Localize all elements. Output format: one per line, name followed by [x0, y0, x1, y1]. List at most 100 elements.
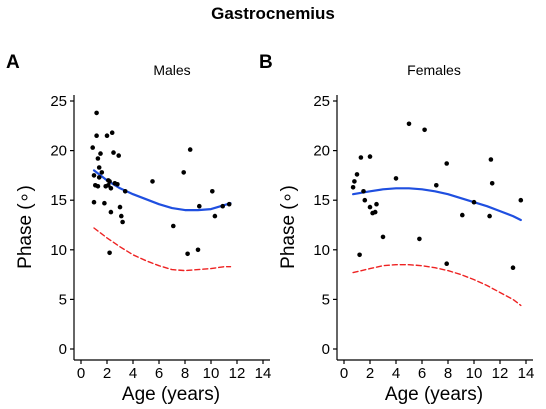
panel-a-data-point — [181, 170, 186, 175]
panel-a-y-tick-label: 0 — [59, 341, 67, 358]
panel-a-data-point — [107, 179, 112, 184]
panel-b-y-tick-label: 25 — [313, 93, 330, 110]
panel-a-data-point — [102, 200, 107, 206]
panel-b-data-point — [372, 209, 378, 215]
panel-a-y-title: Phase (∘) — [15, 185, 36, 269]
panel-a-y-tick-label: 5 — [59, 291, 67, 308]
panel-b-lower-bound-line — [352, 264, 522, 307]
panel-b-x-tick-label: 14 — [518, 365, 535, 382]
panel-b-x-tick-label: 6 — [418, 365, 426, 382]
panel-b-y-ticks: 0 5 10 15 20 25 — [313, 93, 337, 358]
panel-b-y-tick-label: 15 — [313, 192, 330, 209]
figure-title: Gastrocnemius — [211, 4, 335, 23]
panel-a-data-point — [115, 182, 120, 187]
panel-b-y-tick-label: 0 — [322, 341, 330, 358]
panel-b-x-tick-label: 2 — [366, 365, 374, 382]
panel-a-data-point — [94, 110, 99, 116]
panel-b-data-point — [417, 236, 422, 242]
panel-b-y-title: Phase (∘) — [278, 185, 299, 269]
panel-b-points — [350, 121, 524, 271]
panel-b: B Females 0 5 10 15 20 25 0 2 4 6 8 10 12 14 Age (ye… — [259, 52, 534, 405]
panel-a-data-point — [94, 133, 99, 138]
panel-a-data-point — [96, 165, 102, 170]
panel-a-points — [90, 110, 232, 257]
panel-a-data-point — [95, 184, 101, 189]
panel-b-data-point — [374, 201, 379, 207]
panel-a-y-tick-label: 10 — [50, 242, 67, 259]
panel-a-fit-line — [92, 169, 232, 212]
panel-b-data-point — [367, 154, 373, 159]
panel-b-data-point — [350, 185, 356, 190]
panel-a-data-point — [210, 189, 215, 194]
panel-b-data-point — [460, 212, 465, 218]
panel-a-data-point — [122, 189, 128, 194]
panel-a-data-point — [117, 204, 123, 210]
panel-b-x-ticks: 0 2 4 6 8 10 12 14 — [340, 360, 535, 382]
panel-a-x-tick-label: 10 — [203, 365, 220, 382]
panel-a-data-point — [108, 209, 114, 215]
panel-b-letter: B — [259, 52, 273, 73]
panel-a-data-point — [108, 186, 114, 191]
panel-b-x-title: Age (years) — [385, 384, 483, 405]
panel-a-y-ticks: 0 5 10 15 20 25 — [50, 93, 74, 358]
panel-a-x-title: Age (years) — [122, 384, 220, 405]
panel-b-data-point — [357, 252, 362, 258]
panel-a-data-point — [220, 203, 225, 209]
panel-b-data-point — [489, 181, 495, 186]
panel-b-x-tick-label: 12 — [492, 365, 509, 382]
panel-b-data-point — [362, 197, 368, 203]
panel-b-data-point — [510, 265, 516, 271]
panel-a-data-point — [226, 201, 232, 207]
panel-a-x-tick-label: 12 — [229, 365, 246, 382]
panel-b-y-tick-label: 5 — [322, 291, 330, 308]
panel-b-data-point — [518, 197, 524, 203]
panel-a-data-point — [90, 145, 95, 150]
panel-b-x-tick-label: 4 — [392, 365, 400, 382]
panel-a-data-point — [91, 199, 97, 205]
panel-b-data-point — [354, 172, 360, 177]
panel-b-data-point — [352, 179, 357, 184]
panel-b-data-point — [380, 234, 386, 240]
panel-b-data-point — [487, 213, 492, 219]
panel-a-data-point — [109, 130, 115, 135]
panel-a-data-point — [195, 247, 201, 253]
panel-b-data-point — [444, 161, 450, 166]
panel-a-data-point — [91, 173, 97, 178]
panel-a-x-tick-label: 0 — [77, 365, 85, 382]
panel-a-x-tick-label: 8 — [181, 365, 189, 382]
panel-b-data-point — [444, 261, 450, 267]
panel-a-y-tick-label: 20 — [50, 143, 67, 160]
panel-a-y-tick-label: 15 — [50, 192, 67, 209]
panel-b-lines — [352, 187, 522, 307]
panel-b-data-point — [471, 199, 477, 205]
panel-a-x-tick-label: 14 — [255, 365, 272, 382]
panel-b-y-tick-label: 10 — [313, 242, 330, 259]
panel-b-data-point — [358, 155, 364, 160]
panel-b-x-tick-label: 0 — [340, 365, 348, 382]
panel-a-data-point — [99, 170, 105, 175]
panel-a: A Males 0 5 10 15 20 25 0 2 4 6 8 10 12 14 Age (year… — [6, 52, 271, 405]
panel-a-x-tick-label: 4 — [129, 365, 137, 382]
panel-a-data-point — [95, 156, 101, 161]
panel-b-data-point — [393, 176, 399, 181]
panel-b-x-tick-label: 8 — [444, 365, 452, 382]
panel-b-data-point — [488, 157, 494, 162]
panel-a-data-point — [197, 203, 202, 209]
panel-a-lower-bound-line — [93, 227, 232, 272]
panel-b-data-point — [367, 204, 373, 210]
panel-a-data-point — [98, 151, 103, 156]
panel-a-x-tick-label: 2 — [103, 365, 111, 382]
panel-a-title: Males — [153, 62, 190, 78]
panel-a-data-point — [107, 250, 112, 256]
panel-b-data-point — [434, 183, 439, 188]
panel-a-data-point — [185, 251, 190, 257]
panel-b-data-point — [361, 189, 366, 194]
panel-a-data-point — [150, 179, 155, 184]
panel-a-data-point — [104, 133, 110, 138]
panel-a-letter: A — [6, 52, 20, 73]
panel-b-y-tick-label: 20 — [313, 143, 330, 160]
panel-a-data-point — [171, 223, 176, 229]
panel-a-y-tick-label: 25 — [50, 93, 67, 110]
panel-b-fit-line — [352, 187, 522, 222]
panel-b-data-point — [406, 121, 412, 127]
